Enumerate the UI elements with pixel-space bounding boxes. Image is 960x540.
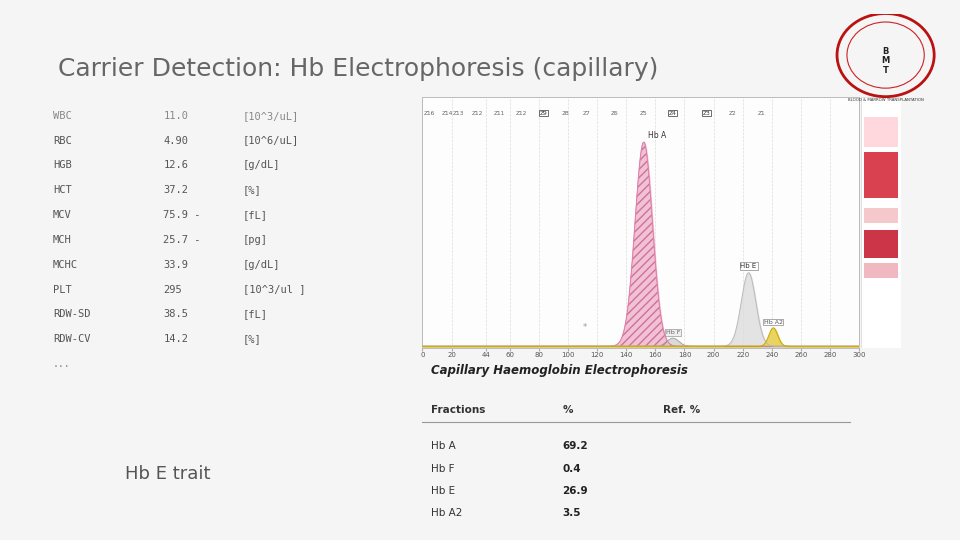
Text: [g/dL]: [g/dL] [243,260,280,270]
Text: B: B [882,47,889,56]
Text: Hb A2: Hb A2 [431,508,463,518]
Text: 295: 295 [163,285,182,295]
Text: [%]: [%] [243,334,262,345]
Text: Z4: Z4 [669,111,677,116]
Text: Z6: Z6 [611,111,618,116]
Text: 38.5: 38.5 [163,309,188,320]
Text: M: M [881,56,890,65]
Text: [10^6/uL]: [10^6/uL] [243,136,300,146]
Text: 12.6: 12.6 [163,160,188,171]
Text: WBC: WBC [53,111,72,121]
Text: PLT: PLT [53,285,72,295]
Text: [fL]: [fL] [243,309,268,320]
Text: 33.9: 33.9 [163,260,188,270]
Text: 26.9: 26.9 [563,486,588,496]
Text: Hb F: Hb F [431,464,455,474]
Text: Capillary Haemoglobin Electrophoresis: Capillary Haemoglobin Electrophoresis [431,364,688,377]
Text: ...: ... [53,359,70,369]
Text: RBC: RBC [53,136,72,146]
Text: MCV: MCV [53,210,72,220]
Text: Z12: Z12 [516,111,527,116]
Text: Z12: Z12 [472,111,484,116]
Bar [864,263,899,278]
Text: Hb E trait: Hb E trait [125,465,210,483]
Text: [10^3/ul ]: [10^3/ul ] [243,285,305,295]
Text: Z3: Z3 [703,111,710,116]
Text: 0.4: 0.4 [563,464,581,474]
Text: Z13: Z13 [453,111,465,116]
Text: Carrier Detection: Hb Electrophoresis (capillary): Carrier Detection: Hb Electrophoresis (c… [58,57,658,80]
Text: Hb A: Hb A [431,442,456,451]
Text: 11.0: 11.0 [163,111,188,121]
Bar [864,208,899,222]
Text: Z1: Z1 [757,111,765,116]
Text: Z14: Z14 [442,111,453,116]
Text: Ref. %: Ref. % [662,405,700,415]
Text: MCHC: MCHC [53,260,78,270]
Text: 3.5: 3.5 [563,508,581,518]
Text: Z7: Z7 [583,111,590,116]
Text: 4.90: 4.90 [163,136,188,146]
Bar [864,230,899,258]
Text: [%]: [%] [243,185,262,195]
Text: BLOOD & MARROW TRANSPLANTATION: BLOOD & MARROW TRANSPLANTATION [848,98,924,102]
Text: MCH: MCH [53,235,72,245]
Text: 14.2: 14.2 [163,334,188,345]
Text: [pg]: [pg] [243,235,268,245]
Bar [864,152,899,198]
Text: T: T [882,66,889,75]
Text: RDW-SD: RDW-SD [53,309,90,320]
Text: 37.2: 37.2 [163,185,188,195]
Text: Z5: Z5 [639,111,648,116]
Text: [fL]: [fL] [243,210,268,220]
Text: *: * [583,323,587,332]
Text: 2B: 2B [562,111,569,116]
Text: Hb A: Hb A [648,131,666,140]
Bar [864,117,899,147]
Text: RDW-CV: RDW-CV [53,334,90,345]
Text: Z11: Z11 [494,111,505,116]
Text: Hb E: Hb E [431,486,455,496]
Text: Z16: Z16 [424,111,435,116]
Text: [g/dL]: [g/dL] [243,160,280,171]
Text: Hb F: Hb F [665,330,680,335]
Text: Hb E: Hb E [740,262,756,269]
Text: %: % [563,405,573,415]
Text: Z9: Z9 [540,111,547,116]
Text: Z2: Z2 [729,111,736,116]
Text: HGB: HGB [53,160,72,171]
Text: Hb A2: Hb A2 [764,320,782,325]
Text: Fractions: Fractions [431,405,486,415]
Text: 69.2: 69.2 [563,442,588,451]
Text: 25.7 -: 25.7 - [163,235,201,245]
Text: [10^3/uL]: [10^3/uL] [243,111,300,121]
Text: HCT: HCT [53,185,72,195]
Text: 75.9 -: 75.9 - [163,210,201,220]
